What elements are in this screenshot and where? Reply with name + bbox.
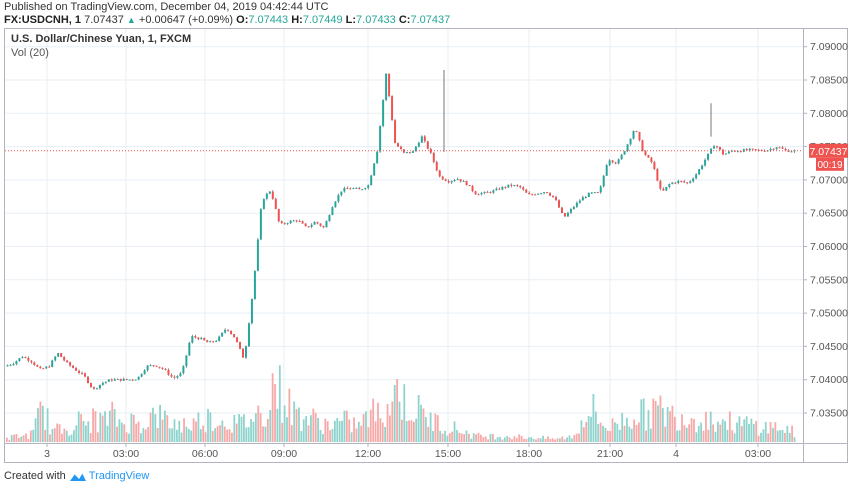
high-value: 7.07449 [302,14,343,26]
open-label: O: [236,14,249,26]
price-tick-label: 7.07000 [810,174,848,186]
price-tick-label: 7.05000 [810,308,848,320]
price-tick-label: 7.08000 [810,108,848,120]
published-line: Published on TradingView.com, December 0… [4,1,329,13]
price-tick-label: 7.06500 [810,208,848,220]
time-tick-label: 3 [44,448,50,460]
symbol-info-line: FX:USDCNH, 1 7.07437 ▲ +0.00647 (+0.09%)… [4,14,450,26]
time-tick-label: 15:00 [435,448,461,460]
time-tick-label: 03:00 [113,448,139,460]
low-label: L: [345,14,357,26]
price-tick-label: 7.06000 [810,241,848,253]
tradingview-logo-icon [69,472,86,481]
time-tick-label: 18:00 [516,448,542,460]
volume-bars [6,365,796,442]
price-tick-label: 7.05500 [810,274,848,286]
price-candles [6,70,796,391]
time-tick-label: 03:00 [745,448,771,460]
high-label: H: [291,14,303,26]
symbol-name: FX:USDCNH, 1 [4,14,82,26]
time-tick-label: 21:00 [597,448,623,460]
time-tick-label: 09:00 [271,448,297,460]
last-price-badge-text: 7.07437 [810,146,848,158]
countdown-badge-text: 00:19 [817,160,842,171]
price-tick-label: 7.08500 [810,75,848,87]
time-tick-label: 4 [673,448,679,460]
low-value: 7.07433 [356,14,396,26]
price-change: +0.00647 (+0.09%) [138,14,234,26]
last-price-badge: 7.07437 00:19 [809,143,848,171]
last-price: 7.07437 [84,14,124,26]
created-with-text: Created with [4,470,66,482]
grid-lines [5,29,803,443]
up-triangle-icon: ▲ [126,15,136,25]
volume-legend: Vol (20) [11,47,49,59]
price-axis[interactable]: 7.090007.085007.080007.075007.070007.065… [803,41,848,420]
time-tick-label: 06:00 [192,448,218,460]
price-tick-label: 7.04500 [810,341,848,353]
time-tick-label: 12:00 [355,448,381,460]
time-axis[interactable]: 3 03:00 06:00 09:00 12:00 15:00 18:00 21:00 4 03:… [44,443,771,460]
price-tick-label: 7.03500 [810,408,848,420]
price-tick-label: 7.04000 [810,374,848,386]
close-label: C: [398,14,411,26]
tradingview-brand-link[interactable]: TradingView [88,470,150,482]
open-value: 7.07443 [248,14,289,26]
chart-legend-title: U.S. Dollar/Chinese Yuan, 1, FXCM [11,33,192,45]
chart-frame[interactable] [4,28,848,463]
close-value: 7.07437 [410,14,451,26]
price-tick-label: 7.09000 [810,41,848,53]
footer: Created with TradingView [4,470,149,482]
